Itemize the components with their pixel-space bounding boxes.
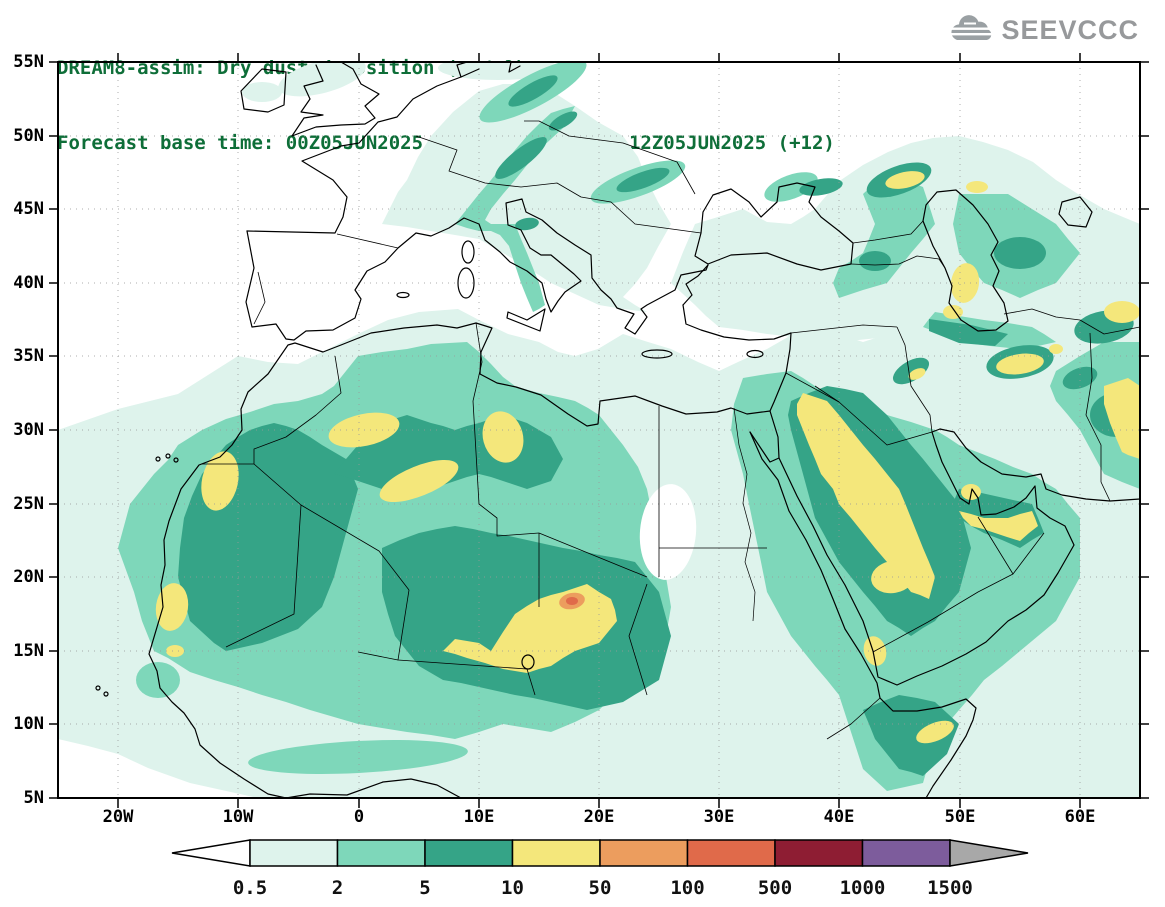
lon-label: 10E	[464, 807, 495, 827]
lat-label: 50N	[13, 126, 44, 146]
dust-level5-layer	[559, 592, 585, 610]
colorbar: 0.5 2 5 10 50 100 500 1000 1500	[171, 839, 1029, 899]
colorbar-label: 1000	[840, 877, 886, 899]
lat-label: 40N	[13, 273, 44, 293]
lon-label: 30E	[704, 807, 735, 827]
colorbar-segment	[774, 839, 864, 867]
colorbar-labels: 0.5 2 5 10 50 100 500 1000 1500	[233, 877, 973, 899]
colorbar-segment	[511, 839, 601, 867]
colorbar-segment	[249, 839, 339, 867]
lat-label: 25N	[13, 494, 44, 514]
colorbar-arrow-high	[949, 839, 1029, 867]
colorbar-segment	[424, 839, 514, 867]
lat-label: 30N	[13, 420, 44, 440]
colorbar-segment	[336, 839, 426, 867]
colorbar-segment	[686, 839, 776, 867]
lon-label: 20W	[103, 807, 134, 827]
colorbar-label: 0.5	[233, 877, 267, 899]
lon-label: 10W	[223, 807, 254, 827]
lat-label: 45N	[13, 199, 44, 219]
dust-contours-layer	[58, 62, 1140, 798]
lat-label: 20N	[13, 567, 44, 587]
lon-label: 40E	[824, 807, 855, 827]
axis-ticks	[49, 53, 1149, 808]
colorbar-label: 500	[758, 877, 792, 899]
cloud-icon	[949, 15, 993, 41]
lat-label: 10N	[13, 714, 44, 734]
colorbar-label: 1500	[927, 877, 973, 899]
dry-area	[639, 484, 697, 580]
lon-axis: 20W 10W 0 10E 20E 30E 40E 50E 60E	[103, 807, 1096, 827]
lat-axis: 55N 50N 45N 40N 35N 30N 25N 20N 15N 10N …	[13, 52, 44, 808]
colorbar-label: 100	[670, 877, 704, 899]
logo-text: SEEVCCC	[1001, 14, 1139, 45]
seevccc-logo: SEEVCCC	[946, 14, 1139, 46]
colorbar-label: 10	[501, 877, 524, 899]
borders-layer	[202, 120, 1140, 740]
colorbar-arrow-low	[171, 839, 251, 867]
lon-label: 0	[354, 807, 364, 827]
colorbar-label: 5	[419, 877, 430, 899]
graticule	[58, 62, 1140, 798]
lat-label: 15N	[13, 641, 44, 661]
lat-label: 55N	[13, 52, 44, 72]
map-plot: 55N 50N 45N 40N 35N 30N 25N 20N 15N 10N …	[13, 52, 1149, 827]
colorbar-segment	[599, 839, 689, 867]
colorbar-label: 50	[589, 877, 612, 899]
lon-label: 20E	[584, 807, 615, 827]
lat-label: 35N	[13, 346, 44, 366]
colorbar-segment	[861, 839, 951, 867]
lon-label: 60E	[1065, 807, 1096, 827]
lat-label: 5N	[24, 788, 44, 808]
colorbar-label: 2	[332, 877, 343, 899]
lon-label: 50E	[945, 807, 976, 827]
coastlines-layer	[95, 62, 1140, 798]
